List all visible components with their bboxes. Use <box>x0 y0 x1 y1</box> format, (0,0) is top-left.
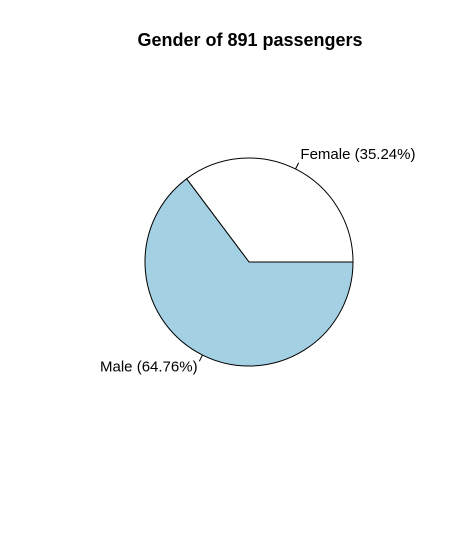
pie-slices <box>144 157 354 367</box>
pie-slice-0 <box>185 157 354 263</box>
pie-label-0: Female (35.24%) <box>300 146 415 163</box>
pie-labels: Female (35.24%) Male (64.76%) <box>100 146 415 375</box>
pie-label-tick-1 <box>198 354 203 362</box>
chart-title: Gender of 891 passengers <box>137 30 363 50</box>
pie-label-1: Male (64.76%) <box>100 358 198 375</box>
pie-slice-1 <box>144 178 354 367</box>
pie-label-tick-0 <box>295 162 300 170</box>
